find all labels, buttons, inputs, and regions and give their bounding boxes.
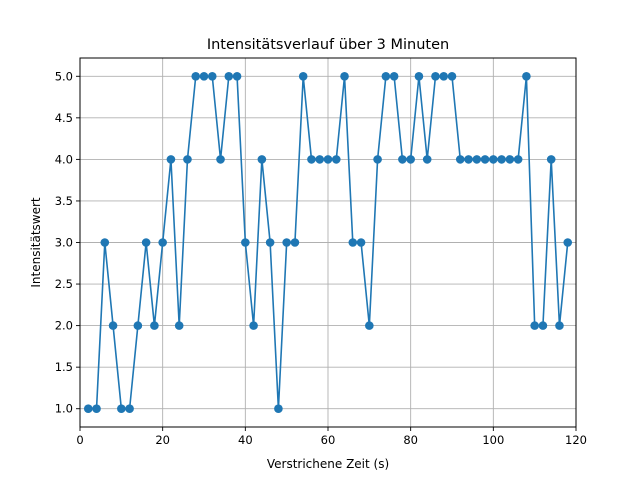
data-point bbox=[373, 155, 382, 164]
data-point bbox=[158, 238, 167, 247]
y-tick-label: 3.5 bbox=[55, 194, 73, 208]
data-point bbox=[439, 71, 449, 81]
x-tick-label: 60 bbox=[321, 433, 336, 447]
data-point bbox=[447, 71, 457, 81]
data-point bbox=[216, 155, 225, 164]
chart-title: Intensitätsverlauf über 3 Minuten bbox=[207, 37, 449, 53]
data-point bbox=[555, 321, 564, 330]
y-tick-label: 2.0 bbox=[55, 319, 73, 333]
data-point bbox=[348, 238, 358, 247]
y-axis-label: Intensitätswert bbox=[29, 197, 43, 288]
y-tick-label: 5.0 bbox=[55, 69, 73, 83]
y-tick-label: 4.5 bbox=[55, 111, 73, 125]
data-point bbox=[232, 71, 242, 81]
y-tick-label: 3.0 bbox=[55, 236, 73, 250]
data-point bbox=[472, 155, 482, 164]
y-tick-label: 1.0 bbox=[55, 402, 73, 416]
data-point bbox=[133, 321, 143, 330]
x-tick-label: 0 bbox=[76, 433, 83, 447]
grid-lines bbox=[79, 58, 577, 427]
data-point bbox=[480, 155, 490, 164]
data-point bbox=[108, 321, 118, 330]
data-point bbox=[274, 404, 283, 414]
data-point bbox=[563, 238, 573, 247]
data-point bbox=[265, 238, 275, 247]
data-point bbox=[257, 155, 267, 164]
data-point bbox=[530, 321, 539, 330]
data-point bbox=[356, 238, 366, 247]
y-tick-label: 2.5 bbox=[55, 277, 73, 291]
data-point bbox=[92, 404, 101, 414]
data-point bbox=[117, 404, 126, 414]
data-point bbox=[422, 155, 432, 164]
data-point bbox=[331, 155, 341, 164]
data-points bbox=[83, 71, 573, 414]
x-tick-label: 20 bbox=[155, 433, 170, 447]
data-point bbox=[191, 71, 201, 81]
data-point bbox=[249, 321, 258, 330]
data-point bbox=[546, 155, 556, 164]
data-point bbox=[150, 321, 159, 330]
data-point bbox=[241, 238, 250, 247]
data-point bbox=[497, 155, 506, 164]
data-point bbox=[538, 321, 548, 330]
data-point bbox=[290, 238, 300, 247]
data-point bbox=[464, 155, 473, 164]
x-tick-label: 40 bbox=[238, 433, 253, 447]
data-point bbox=[298, 71, 308, 81]
x-axis-label: Verstrichene Zeit (s) bbox=[267, 457, 389, 471]
data-point bbox=[340, 71, 349, 81]
data-point bbox=[174, 321, 184, 330]
data-point bbox=[307, 155, 316, 164]
x-tick-label: 80 bbox=[403, 433, 418, 447]
x-axis-ticks: 0 20 40 60 80 100 120 bbox=[76, 427, 587, 447]
data-point bbox=[315, 155, 325, 164]
data-point bbox=[166, 155, 176, 164]
data-point bbox=[207, 71, 217, 81]
data-point bbox=[489, 155, 498, 164]
data-point bbox=[323, 155, 333, 164]
data-point bbox=[224, 71, 234, 81]
data-point bbox=[389, 71, 399, 81]
data-point bbox=[513, 155, 523, 164]
data-point bbox=[522, 71, 531, 81]
data-point bbox=[431, 71, 440, 81]
data-point bbox=[455, 155, 465, 164]
data-point bbox=[365, 321, 374, 330]
y-tick-label: 1.5 bbox=[55, 360, 73, 374]
data-point bbox=[83, 404, 93, 414]
data-point bbox=[381, 71, 391, 81]
data-point bbox=[125, 404, 134, 414]
data-point bbox=[100, 238, 110, 247]
data-point bbox=[398, 155, 407, 164]
x-tick-label: 120 bbox=[565, 433, 587, 447]
y-axis-ticks: 1.0 1.5 2.0 2.5 3.0 3.5 4.0 4.5 5.0 bbox=[55, 69, 80, 416]
y-tick-label: 4.0 bbox=[55, 152, 73, 166]
data-point bbox=[414, 71, 424, 81]
x-tick-label: 100 bbox=[482, 433, 504, 447]
data-point bbox=[406, 155, 415, 164]
data-point bbox=[183, 155, 192, 164]
data-point bbox=[199, 71, 209, 81]
data-point bbox=[141, 238, 151, 247]
data-point bbox=[505, 155, 515, 164]
data-point bbox=[282, 238, 291, 247]
